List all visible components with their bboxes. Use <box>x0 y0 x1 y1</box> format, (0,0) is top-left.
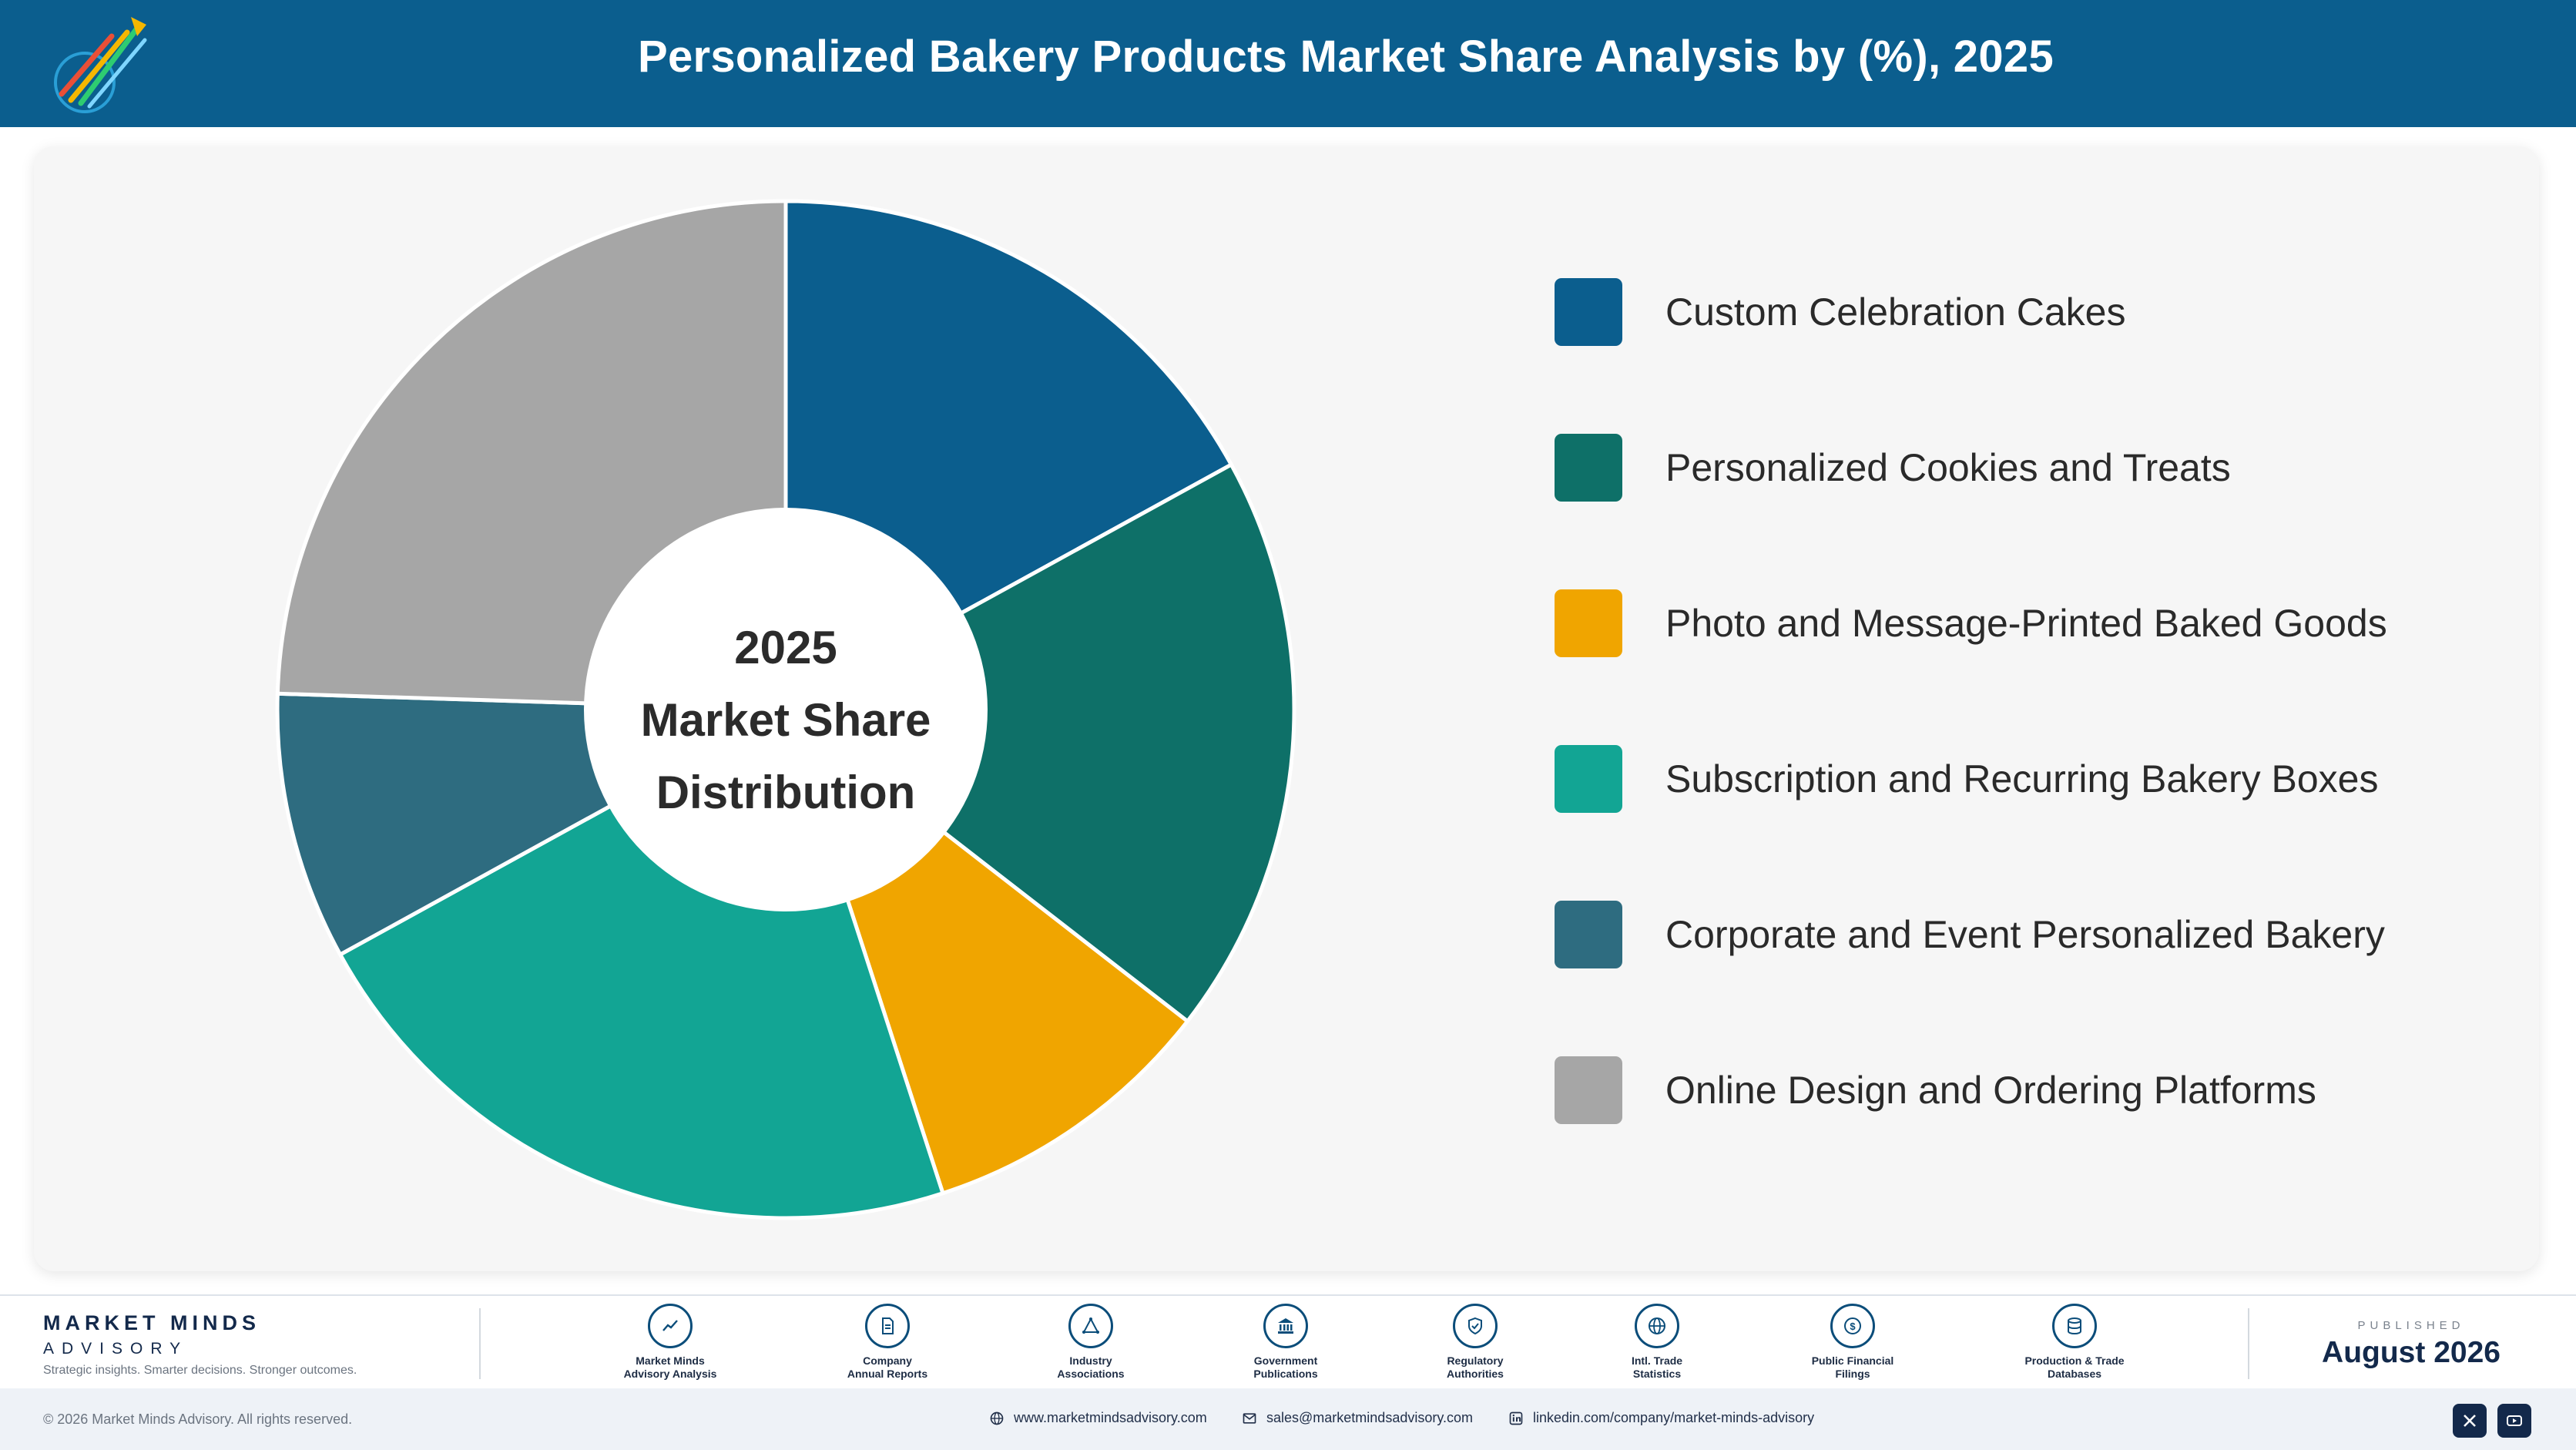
center-label-line-3: Distribution <box>656 767 916 818</box>
legend-item[interactable]: Custom Celebration Cakes <box>1555 277 2479 347</box>
bottom-bar: © 2026 Market Minds Advisory. All rights… <box>0 1388 2576 1450</box>
legend-label: Online Design and Ordering Platforms <box>1665 1069 2316 1112</box>
source-government-publications[interactable]: Government Publications <box>1209 1304 1363 1381</box>
x-icon <box>2464 1415 2476 1427</box>
chart-line-icon <box>648 1304 693 1348</box>
legend-item[interactable]: Subscription and Recurring Bakery Boxes <box>1555 744 2479 814</box>
legend-swatch <box>1555 901 1622 968</box>
brand-name: MARKET MINDS <box>43 1311 260 1334</box>
globe-icon <box>990 1411 1004 1425</box>
brand-subtitle: ADVISORY <box>43 1340 189 1358</box>
source-label: Regulatory Authorities <box>1447 1354 1504 1380</box>
copyright-text: © 2026 Market Minds Advisory. All rights… <box>43 1411 353 1427</box>
footer-divider <box>2248 1308 2249 1379</box>
center-label-year: 2025 <box>734 622 837 673</box>
source-industry-associations[interactable]: Industry Associations <box>1014 1304 1168 1381</box>
document-icon <box>865 1304 910 1348</box>
legend-item[interactable]: Personalized Cookies and Treats <box>1555 433 2479 502</box>
legend-item[interactable]: Online Design and Ordering Platforms <box>1555 1056 2479 1125</box>
email-text: sales@marketmindsadvisory.com <box>1266 1410 1474 1425</box>
center-label-line-2: Market Share <box>640 694 931 746</box>
source-intl-trade-statistics[interactable]: Intl. Trade Statistics <box>1580 1304 1734 1381</box>
linkedin-icon <box>1509 1411 1523 1425</box>
legend-label: Photo and Message-Printed Baked Goods <box>1665 602 2387 645</box>
published-date: August 2026 <box>2322 1336 2501 1369</box>
source-label: Industry Associations <box>1057 1354 1125 1380</box>
footer: MARKET MINDS ADVISORY Strategic insights… <box>0 1294 2576 1387</box>
source-label: Company Annual Reports <box>847 1354 928 1380</box>
source-public-financial-filings[interactable]: $ Public Financial Filings <box>1776 1304 1930 1381</box>
youtube-social-button[interactable] <box>2497 1404 2531 1438</box>
legend-swatch <box>1555 745 1622 813</box>
youtube-icon <box>2507 1415 2522 1426</box>
mail-icon <box>1243 1412 1256 1424</box>
svg-text:$: $ <box>1850 1321 1856 1332</box>
brand-tagline: Strategic insights. Smarter decisions. S… <box>43 1364 357 1377</box>
page-title: Personalized Bakery Products Market Shar… <box>637 32 2054 82</box>
legend-swatch <box>1555 434 1622 502</box>
government-icon <box>1263 1304 1308 1348</box>
network-icon <box>1068 1304 1113 1348</box>
source-company-reports[interactable]: Company Annual Reports <box>810 1304 964 1381</box>
website-text: www.marketmindsadvisory.com <box>1014 1410 1207 1425</box>
company-logo <box>54 17 147 113</box>
source-label: Public Financial Filings <box>1811 1354 1894 1380</box>
globe-icon <box>1635 1304 1679 1348</box>
legend-swatch <box>1555 278 1622 346</box>
header-bar: Personalized Bakery Products Market Shar… <box>0 0 2576 127</box>
published-label: PUBLISHED <box>2357 1319 2465 1332</box>
legend-item[interactable]: Corporate and Event Personalized Bakery <box>1555 900 2479 969</box>
source-label: Government Publications <box>1253 1354 1318 1380</box>
source-production-trade-databases[interactable]: Production & Trade Databases <box>1997 1304 2152 1381</box>
linkedin-text: linkedin.com/company/market-minds-adviso… <box>1533 1410 1815 1425</box>
source-label: Intl. Trade Statistics <box>1631 1354 1683 1380</box>
legend-label: Subscription and Recurring Bakery Boxes <box>1665 757 2379 801</box>
source-market-minds-analysis[interactable]: Market Minds Advisory Analysis <box>593 1304 747 1381</box>
shield-icon <box>1453 1304 1498 1348</box>
legend-item[interactable]: Photo and Message-Printed Baked Goods <box>1555 589 2479 658</box>
database-icon <box>2052 1304 2097 1348</box>
source-label: Market Minds Advisory Analysis <box>623 1354 717 1380</box>
x-social-button[interactable] <box>2453 1404 2487 1438</box>
legend-swatch <box>1555 1056 1622 1124</box>
footer-divider <box>479 1308 481 1379</box>
legend-label: Custom Celebration Cakes <box>1665 290 2126 334</box>
legend-label: Personalized Cookies and Treats <box>1665 446 2231 489</box>
source-regulatory-authorities[interactable]: Regulatory Authorities <box>1398 1304 1552 1381</box>
source-label: Production & Trade Databases <box>2024 1354 2125 1380</box>
legend-swatch <box>1555 589 1622 657</box>
dollar-icon: $ <box>1830 1304 1875 1348</box>
linkedin-link[interactable]: linkedin.com/company/market-minds-adviso… <box>1508 1410 1814 1426</box>
website-link[interactable]: www.marketmindsadvisory.com <box>989 1410 1207 1426</box>
legend-label: Corporate and Event Personalized Bakery <box>1665 913 2385 956</box>
email-link[interactable]: sales@marketmindsadvisory.com <box>1242 1410 1473 1426</box>
